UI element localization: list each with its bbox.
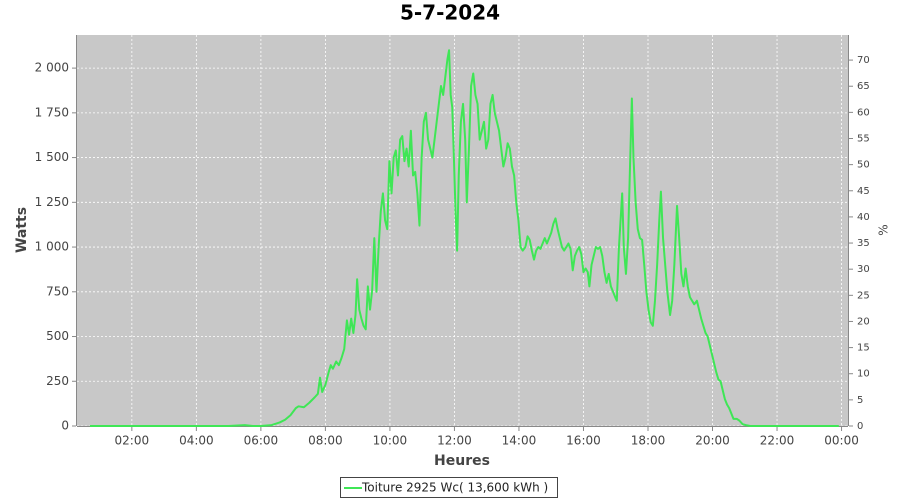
y2-tick-label: 0 xyxy=(857,421,863,432)
y2-axis-label: % xyxy=(877,224,891,235)
x-tick-label: 10:00 xyxy=(373,434,408,448)
x-tick-label: 14:00 xyxy=(502,434,537,448)
x-tick-label: 22:00 xyxy=(760,434,795,448)
y2-tick-label: 10 xyxy=(857,369,870,380)
legend-box xyxy=(340,477,558,498)
y2-tick-label: 15 xyxy=(857,343,870,354)
x-tick-label: 04:00 xyxy=(179,434,214,448)
y2-tick-label: 45 xyxy=(857,186,870,197)
y-tick-label: 1 250 xyxy=(35,195,69,209)
y2-tick-label: 30 xyxy=(857,264,870,275)
y2-tick-label: 20 xyxy=(857,316,870,327)
x-tick-label: 16:00 xyxy=(566,434,601,448)
y-tick-label: 0 xyxy=(61,419,69,433)
x-tick-label: 18:00 xyxy=(631,434,666,448)
y2-tick-label: 65 xyxy=(857,81,870,92)
y-tick-label: 500 xyxy=(46,329,69,343)
y2-tick-label: 5 xyxy=(857,395,863,406)
chart-title: 5-7-2024 xyxy=(400,1,500,25)
y2-tick-label: 35 xyxy=(857,238,870,249)
y2-tick-label: 50 xyxy=(857,160,870,171)
y-tick-label: 2 000 xyxy=(35,61,69,75)
x-tick-label: 02:00 xyxy=(115,434,150,448)
plot-area xyxy=(77,35,848,426)
x-axis-label: Heures xyxy=(434,453,490,469)
x-tick-label: 00:00 xyxy=(824,434,859,448)
y-axis-label: Watts xyxy=(14,207,30,253)
y-tick-label: 1 500 xyxy=(35,150,69,164)
y2-tick-label: 55 xyxy=(857,134,870,145)
x-tick-label: 20:00 xyxy=(695,434,730,448)
x-tick-label: 12:00 xyxy=(437,434,472,448)
y-tick-label: 1 750 xyxy=(35,105,69,119)
data-line xyxy=(89,49,839,427)
y2-tick-label: 25 xyxy=(857,290,870,301)
y-tick-label: 750 xyxy=(46,284,69,298)
x-tick-label: 08:00 xyxy=(308,434,343,448)
y2-tick-label: 60 xyxy=(857,107,870,118)
y2-tick-label: 40 xyxy=(857,212,870,223)
legend-entry: Toiture 2925 Wc( 13,600 kWh ) xyxy=(361,481,548,495)
x-tick-label: 06:00 xyxy=(244,434,279,448)
y-tick-label: 250 xyxy=(46,374,69,388)
y2-tick-label: 70 xyxy=(857,55,870,66)
y-tick-label: 1 000 xyxy=(35,240,69,254)
